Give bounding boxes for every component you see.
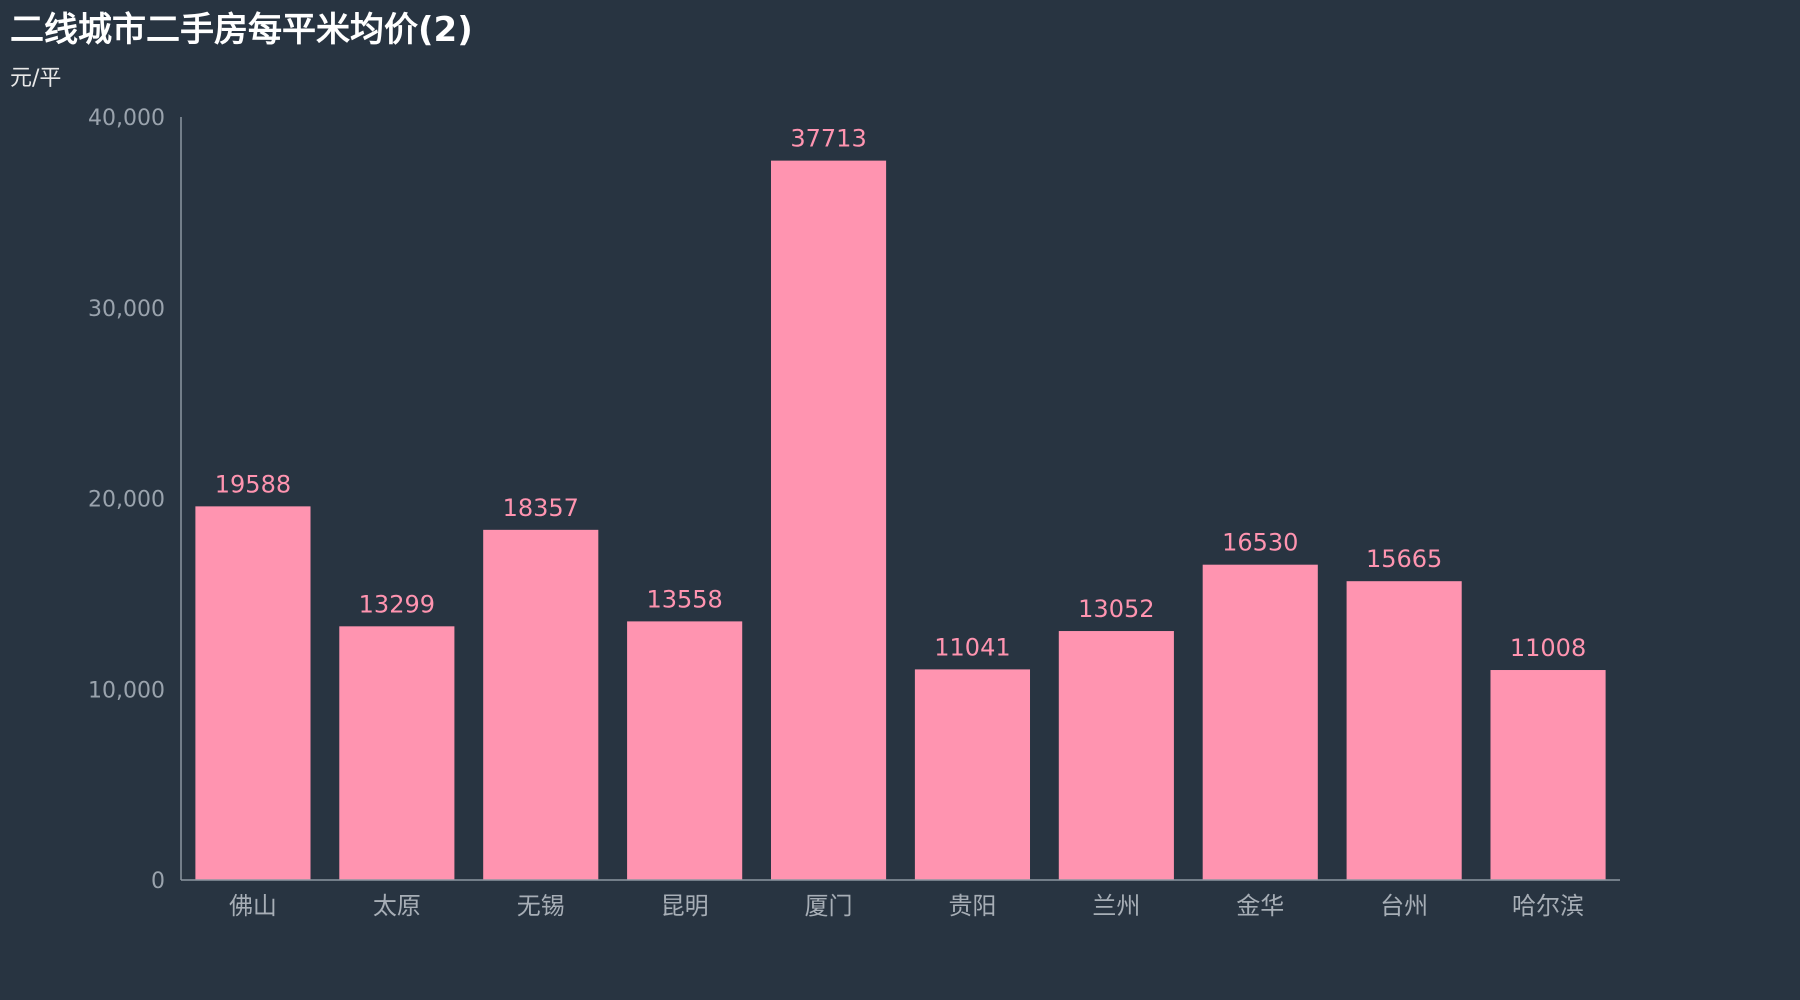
x-category-label: 佛山 — [229, 892, 277, 920]
bar — [1202, 564, 1318, 880]
bar — [627, 621, 743, 880]
chart-title: 二线城市二手房每平米均价(2) — [10, 10, 473, 50]
y-tick-label: 30,000 — [88, 297, 165, 322]
data-label: 16530 — [1222, 529, 1298, 557]
data-label: 18357 — [503, 494, 579, 522]
bar — [483, 529, 599, 880]
bar — [1346, 581, 1462, 880]
bar — [770, 160, 887, 881]
x-category-label: 台州 — [1380, 892, 1428, 920]
data-labels: 19588 13299 18357 13558 37713 11041 13052 16530… — [215, 125, 1586, 662]
x-category-label: 兰州 — [1092, 892, 1140, 920]
x-axis: 佛山 太原 无锡 昆明 厦门 贵阳 兰州 金华 台州 哈尔滨 — [181, 879, 1620, 920]
x-category-label: 哈尔滨 — [1512, 892, 1584, 920]
data-label: 13558 — [646, 585, 722, 613]
data-label: 11008 — [1510, 634, 1586, 662]
y-axis-unit-label: 元/平 — [10, 66, 62, 91]
bar — [195, 506, 311, 880]
x-category-label: 昆明 — [661, 892, 709, 920]
x-category-label: 太原 — [373, 892, 421, 920]
y-tick-label: 0 — [151, 869, 165, 894]
y-tick-label: 40,000 — [88, 106, 165, 131]
bar-series — [195, 160, 1606, 881]
y-axis: 0 10,000 20,000 30,000 40,000 — [88, 106, 182, 894]
data-label: 13299 — [359, 590, 435, 618]
data-label: 11041 — [934, 633, 1010, 661]
data-label: 15665 — [1366, 545, 1442, 573]
y-tick-label: 20,000 — [88, 488, 165, 513]
data-label: 19588 — [215, 470, 291, 498]
x-category-label: 金华 — [1236, 892, 1284, 920]
bar — [914, 669, 1031, 880]
bar — [339, 626, 455, 880]
x-category-label: 贵阳 — [948, 892, 996, 920]
x-category-label: 无锡 — [517, 892, 565, 920]
x-category-label: 厦门 — [805, 892, 853, 920]
y-tick-label: 10,000 — [88, 678, 165, 703]
data-label: 13052 — [1078, 595, 1154, 623]
bar — [1058, 631, 1174, 880]
bar — [1490, 670, 1606, 880]
data-label: 37713 — [790, 125, 866, 153]
